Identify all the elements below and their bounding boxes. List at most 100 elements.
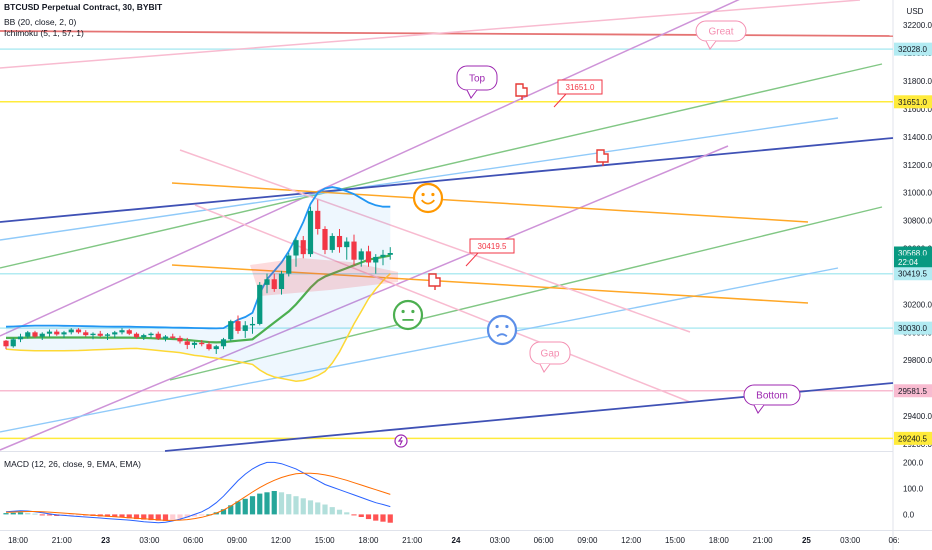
candle-body: [39, 333, 45, 337]
candle-body: [155, 333, 161, 339]
candle-body: [358, 251, 364, 260]
candle: [46, 329, 53, 337]
face-eye: [505, 324, 509, 329]
macd-histogram-bar: [199, 514, 205, 516]
symbol-legend[interactable]: BTCUSD Perpetual Contract, 30, BYBIT: [4, 2, 163, 12]
bb-basis-line: [6, 254, 391, 344]
candle-body: [387, 253, 393, 255]
callout-bubble: Great: [695, 20, 747, 50]
macd-signal-line: [5, 472, 391, 521]
price-label-text: 30419.5: [478, 242, 507, 251]
macd-histogram-bar: [242, 498, 248, 515]
candle: [177, 335, 183, 344]
candle-body: [112, 332, 118, 335]
trend-line: [0, 267, 839, 433]
candle: [365, 245, 372, 267]
price-marker-label: 32028.0: [898, 45, 927, 54]
macd-histogram-bar: [10, 512, 16, 515]
candle-body: [286, 255, 292, 274]
candle: [104, 333, 111, 340]
candle-body: [315, 210, 321, 229]
macd-histogram-bar: [365, 514, 372, 520]
candle: [235, 315, 241, 334]
candle-body: [380, 254, 386, 257]
face-mouth: [421, 199, 435, 205]
time-tick-label: 18:00: [8, 536, 29, 545]
candle-body: [344, 241, 350, 248]
price-label-callout: 31651.0: [553, 79, 603, 108]
pointing-hand-icon: [596, 149, 609, 166]
time-tick-label: 21:00: [753, 536, 774, 545]
time-tick-label: 21:00: [52, 536, 73, 545]
candle-body: [184, 341, 190, 345]
face-mouth: [496, 333, 508, 338]
time-tick-label: 06:: [888, 536, 899, 545]
macd-histogram-bar: [315, 502, 321, 515]
ichimoku-legend[interactable]: Ichimoku (5, 1, 57, 1): [4, 28, 84, 38]
price-marker-label: 31651.0: [898, 98, 927, 107]
candle-body: [293, 240, 299, 256]
macd-histogram-bar: [119, 514, 125, 518]
trend-line: [169, 206, 883, 381]
callout-bubble-text: Bottom: [756, 391, 788, 402]
macd-histogram-bar: [271, 491, 277, 515]
candle: [133, 332, 140, 339]
candle-body: [213, 346, 219, 350]
price-tick-label: 31800.0: [903, 77, 932, 86]
price-marker-label: 29581.5: [898, 387, 927, 396]
bollinger-band-fill: [6, 187, 391, 382]
macd-histogram-bar: [358, 514, 364, 517]
trend-line: [171, 264, 809, 304]
candle: [264, 273, 270, 294]
trend-line: [0, 63, 883, 269]
time-tick-label: 12:00: [271, 536, 292, 545]
trend-line: [0, 137, 894, 223]
candle-body: [162, 336, 169, 339]
macd-histogram-bar: [17, 512, 24, 515]
candle: [141, 333, 147, 340]
candle-body: [17, 336, 24, 340]
time-tick-label: 09:00: [577, 536, 598, 545]
candle-body: [148, 333, 154, 336]
macd-histogram-bar: [286, 494, 292, 515]
currency-label: USD: [907, 7, 924, 16]
price-tick-label: 29800.0: [903, 356, 932, 365]
price-tick-label: 31600.0: [903, 105, 932, 114]
macd-histogram-bar: [32, 513, 38, 515]
price-marker-badge: [894, 267, 932, 281]
price-label-callout: 30419.5: [465, 238, 515, 267]
candle: [3, 339, 9, 350]
candle: [322, 226, 328, 255]
candle-body: [119, 330, 125, 333]
candle-body: [61, 332, 67, 335]
bb-legend[interactable]: BB (20, close, 2, 0): [4, 17, 77, 27]
candle-body: [220, 339, 227, 347]
time-tick-label: 24: [452, 536, 461, 545]
candle-body: [104, 334, 111, 336]
candle: [220, 337, 227, 350]
pointing-hand-icon: [515, 83, 528, 100]
candle: [271, 273, 277, 292]
bb-lower-line: [5, 273, 391, 382]
macd-histogram-bar: [112, 514, 118, 517]
candle: [344, 237, 350, 260]
macd-histogram-bar: [264, 492, 270, 515]
price-label-text: 31651.0: [566, 83, 595, 92]
hand-shape: [428, 273, 441, 287]
candle: [358, 248, 364, 267]
candle: [329, 233, 335, 253]
price-tick-label: 30800.0: [903, 217, 932, 226]
candle-body: [46, 331, 53, 334]
macd-histogram-bar: [228, 505, 234, 515]
time-tick-label: 03:00: [139, 536, 160, 545]
price-marker-label: 30568.0: [898, 249, 927, 258]
candle: [336, 228, 343, 253]
pointing-hand-icon: [428, 273, 441, 290]
macd-histogram-bar: [177, 514, 183, 519]
macd-histogram-bar: [322, 504, 328, 515]
macd-legend[interactable]: MACD (12, 26, close, 9, EMA, EMA): [4, 459, 141, 469]
callout-bubble-frame: [695, 20, 747, 42]
price-tick-label: 30200.0: [903, 300, 932, 309]
